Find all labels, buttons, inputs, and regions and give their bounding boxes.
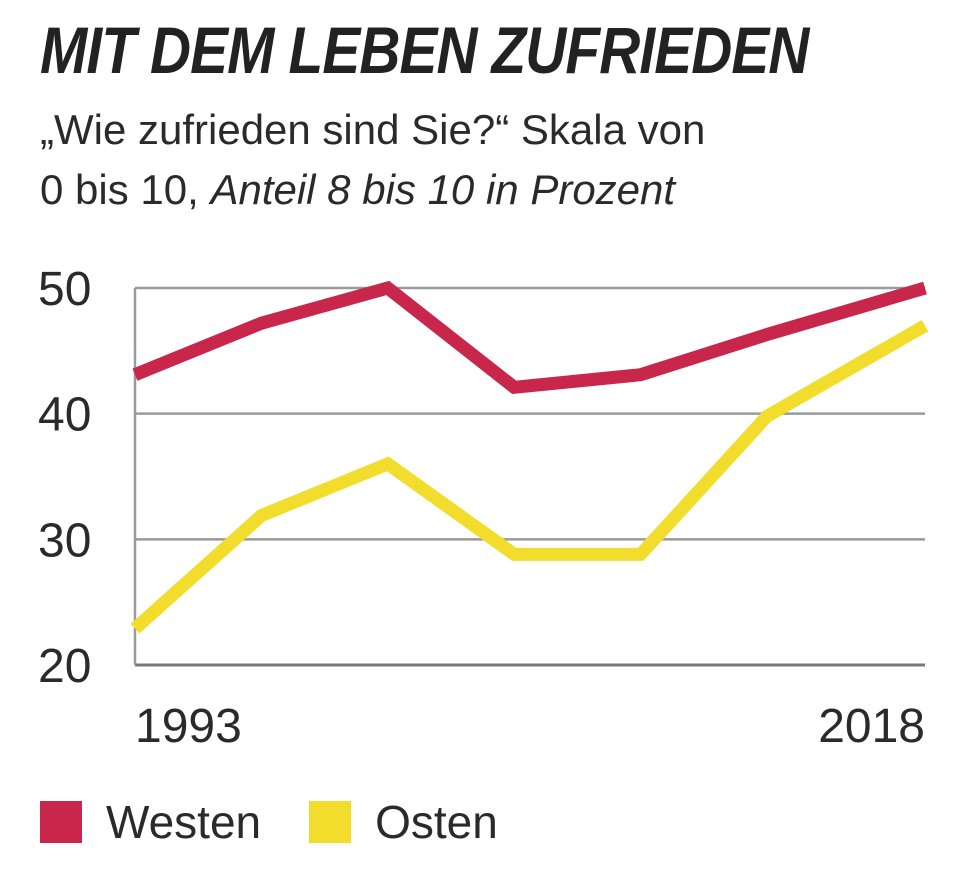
x-tick-label-2018: 2018: [818, 700, 925, 753]
line-chart: 20 30 40 50 1993 2018: [38, 263, 929, 753]
grid-lines: [133, 286, 925, 667]
x-tick-label-1993: 1993: [135, 700, 242, 753]
legend-label-westen: Westen: [106, 796, 262, 848]
legend-swatch-osten: [309, 801, 352, 843]
y-tick-label-50: 50: [38, 263, 91, 316]
subtitle-line-2-prefix: 0 bis 10,: [40, 166, 211, 213]
subtitle-line-1: „Wie zufrieden sind Sie?“ Skala von: [40, 106, 706, 153]
legend: Westen Osten: [40, 795, 546, 849]
series-line-osten: [130, 320, 929, 634]
series-line-westen: [132, 280, 927, 395]
y-tick-label-20: 20: [38, 640, 91, 693]
subtitle-line-2: 0 bis 10, Anteil 8 bis 10 in Prozent: [40, 160, 705, 220]
subtitle-line-2-italic: Anteil 8 bis 10 in Prozent: [210, 166, 676, 213]
legend-swatch-westen: [40, 801, 82, 843]
chart-subtitle: „Wie zufrieden sind Sie?“ Skala von 0 bi…: [40, 100, 705, 220]
y-tick-label-40: 40: [38, 389, 91, 442]
legend-item-osten: Osten: [309, 795, 498, 849]
y-axis-tick-labels: 20 30 40 50: [38, 263, 91, 693]
y-tick-label-30: 30: [38, 514, 91, 567]
chart-title: MIT DEM LEBEN ZUFRIEDEN: [40, 13, 809, 87]
legend-label-osten: Osten: [375, 796, 498, 848]
x-axis-tick-labels: 1993 2018: [135, 700, 925, 753]
series-lines: [130, 280, 929, 634]
legend-item-westen: Westen: [40, 795, 261, 849]
